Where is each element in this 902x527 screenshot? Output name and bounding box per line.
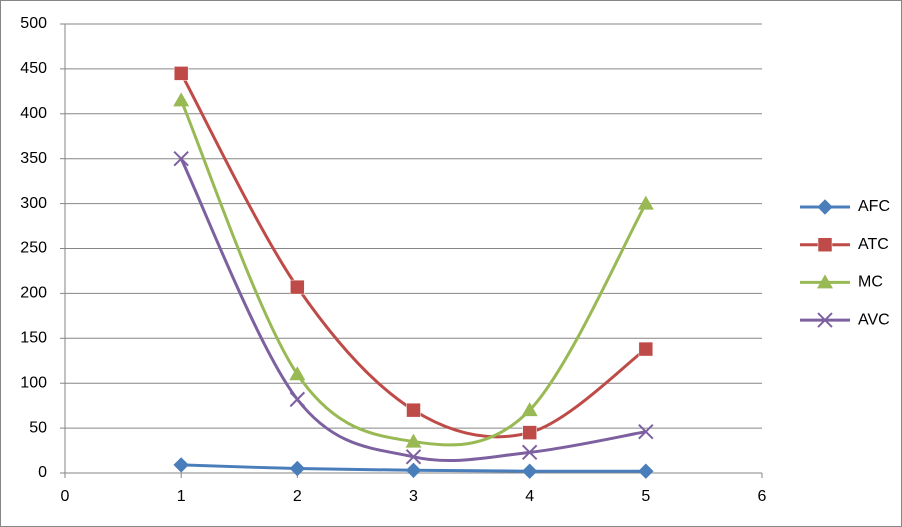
marker [817,312,833,328]
legend-label: AFC [858,198,890,215]
marker [817,237,833,252]
marker [638,423,654,440]
marker [405,433,422,448]
marker [173,150,189,167]
y-tick-label: 100 [20,374,47,391]
x-tick-label: 5 [641,488,650,505]
marker [817,274,833,289]
y-tick-label: 350 [20,150,47,167]
marker [817,199,833,215]
marker [173,457,189,473]
series-line [179,99,648,447]
y-tick-label: 0 [38,464,47,481]
series-line [179,72,647,439]
marker [522,425,537,440]
legend-label: ATC [858,236,889,253]
marker [406,402,421,418]
marker [289,460,306,477]
legend-label: MC [858,274,883,291]
marker [637,195,654,210]
x-tick-label: 1 [177,488,186,505]
marker [173,66,189,81]
x-tick-label: 6 [758,488,767,505]
y-tick-label: 50 [29,419,47,436]
x-tick-label: 2 [293,488,302,505]
y-tick-label: 300 [20,195,47,212]
marker [173,92,190,107]
marker [405,462,422,479]
y-tick-label: 500 [20,15,47,32]
y-tick-label: 250 [20,240,47,257]
marker [521,402,538,417]
y-tick-label: 400 [20,105,47,122]
marker [405,449,422,465]
y-tick-label: 450 [20,60,47,77]
marker [521,444,538,461]
marker [290,279,305,295]
marker [289,391,306,408]
y-tick-label: 150 [20,330,47,347]
x-tick-label: 0 [61,488,70,505]
marker [521,463,538,479]
legend-label: AVC [858,311,890,328]
marker [289,366,306,381]
series-line [179,158,647,463]
y-tick-label: 200 [20,285,47,302]
marker [638,463,654,479]
x-tick-label: 4 [525,488,534,505]
x-tick-label: 3 [409,488,418,505]
marker [638,341,654,357]
